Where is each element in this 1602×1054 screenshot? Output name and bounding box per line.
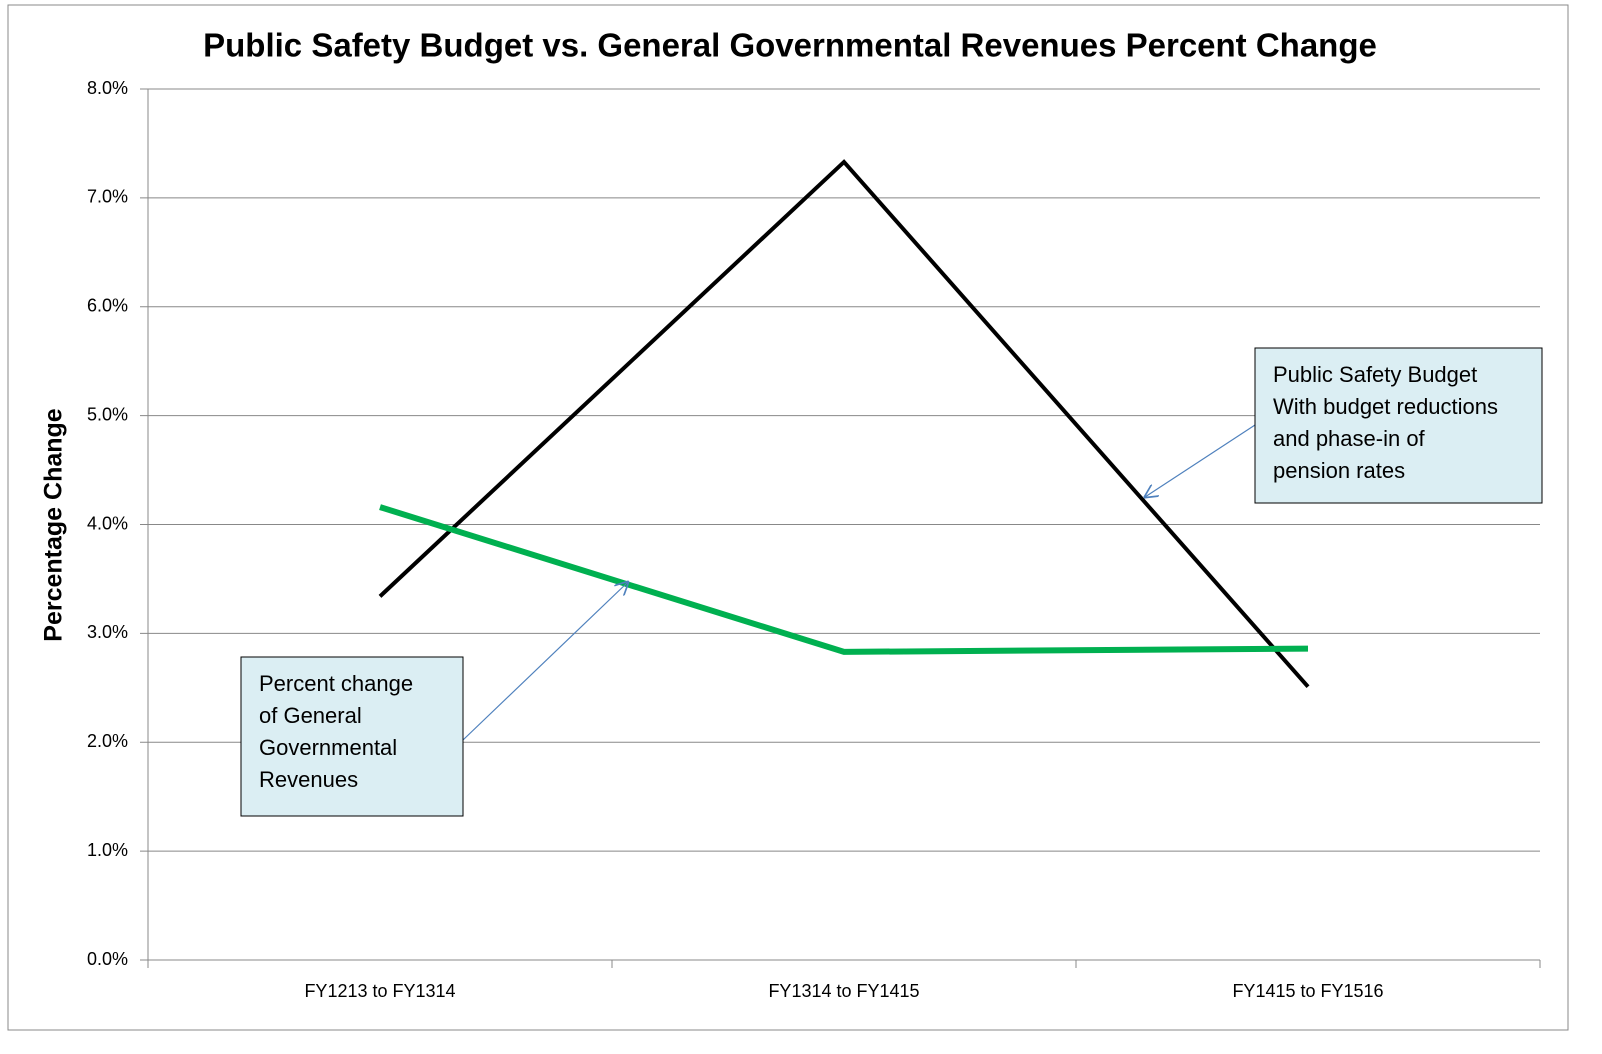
annotation-text: Governmental — [259, 735, 397, 760]
annotation-text: Revenues — [259, 767, 358, 792]
y-tick-label: 6.0% — [87, 296, 128, 316]
annotation-text: With budget reductions — [1273, 394, 1498, 419]
x-tick-label: FY1314 to FY1415 — [768, 981, 919, 1001]
annotation-text: pension rates — [1273, 458, 1405, 483]
chart-frame — [7, 4, 1569, 1031]
y-tick-label: 0.0% — [87, 949, 128, 969]
x-tick-label: FY1213 to FY1314 — [304, 981, 455, 1001]
y-tick-label: 3.0% — [87, 622, 128, 642]
callout-arrow — [1145, 424, 1256, 497]
chart-title: Public Safety Budget vs. General Governm… — [203, 27, 1377, 64]
y-tick-label: 8.0% — [87, 78, 128, 98]
x-tick-label: FY1415 to FY1516 — [1232, 981, 1383, 1001]
data-line — [378, 159, 1310, 689]
annotation-box — [1254, 347, 1543, 504]
y-tick-label: 5.0% — [87, 404, 128, 424]
annotation-text: Percent change — [259, 671, 413, 696]
callout-arrow — [462, 582, 628, 741]
y-tick-label: 7.0% — [87, 187, 128, 207]
annotation-box — [240, 656, 464, 817]
data-line — [379, 504, 1309, 655]
annotation-text: of General — [259, 703, 362, 728]
y-axis-label: Percentage Change — [40, 408, 68, 642]
annotation-text: and phase-in of — [1273, 426, 1426, 451]
y-tick-label: 2.0% — [87, 731, 128, 751]
annotation-text: Public Safety Budget — [1273, 362, 1477, 387]
y-tick-label: 4.0% — [87, 513, 128, 533]
y-tick-label: 1.0% — [87, 840, 128, 860]
